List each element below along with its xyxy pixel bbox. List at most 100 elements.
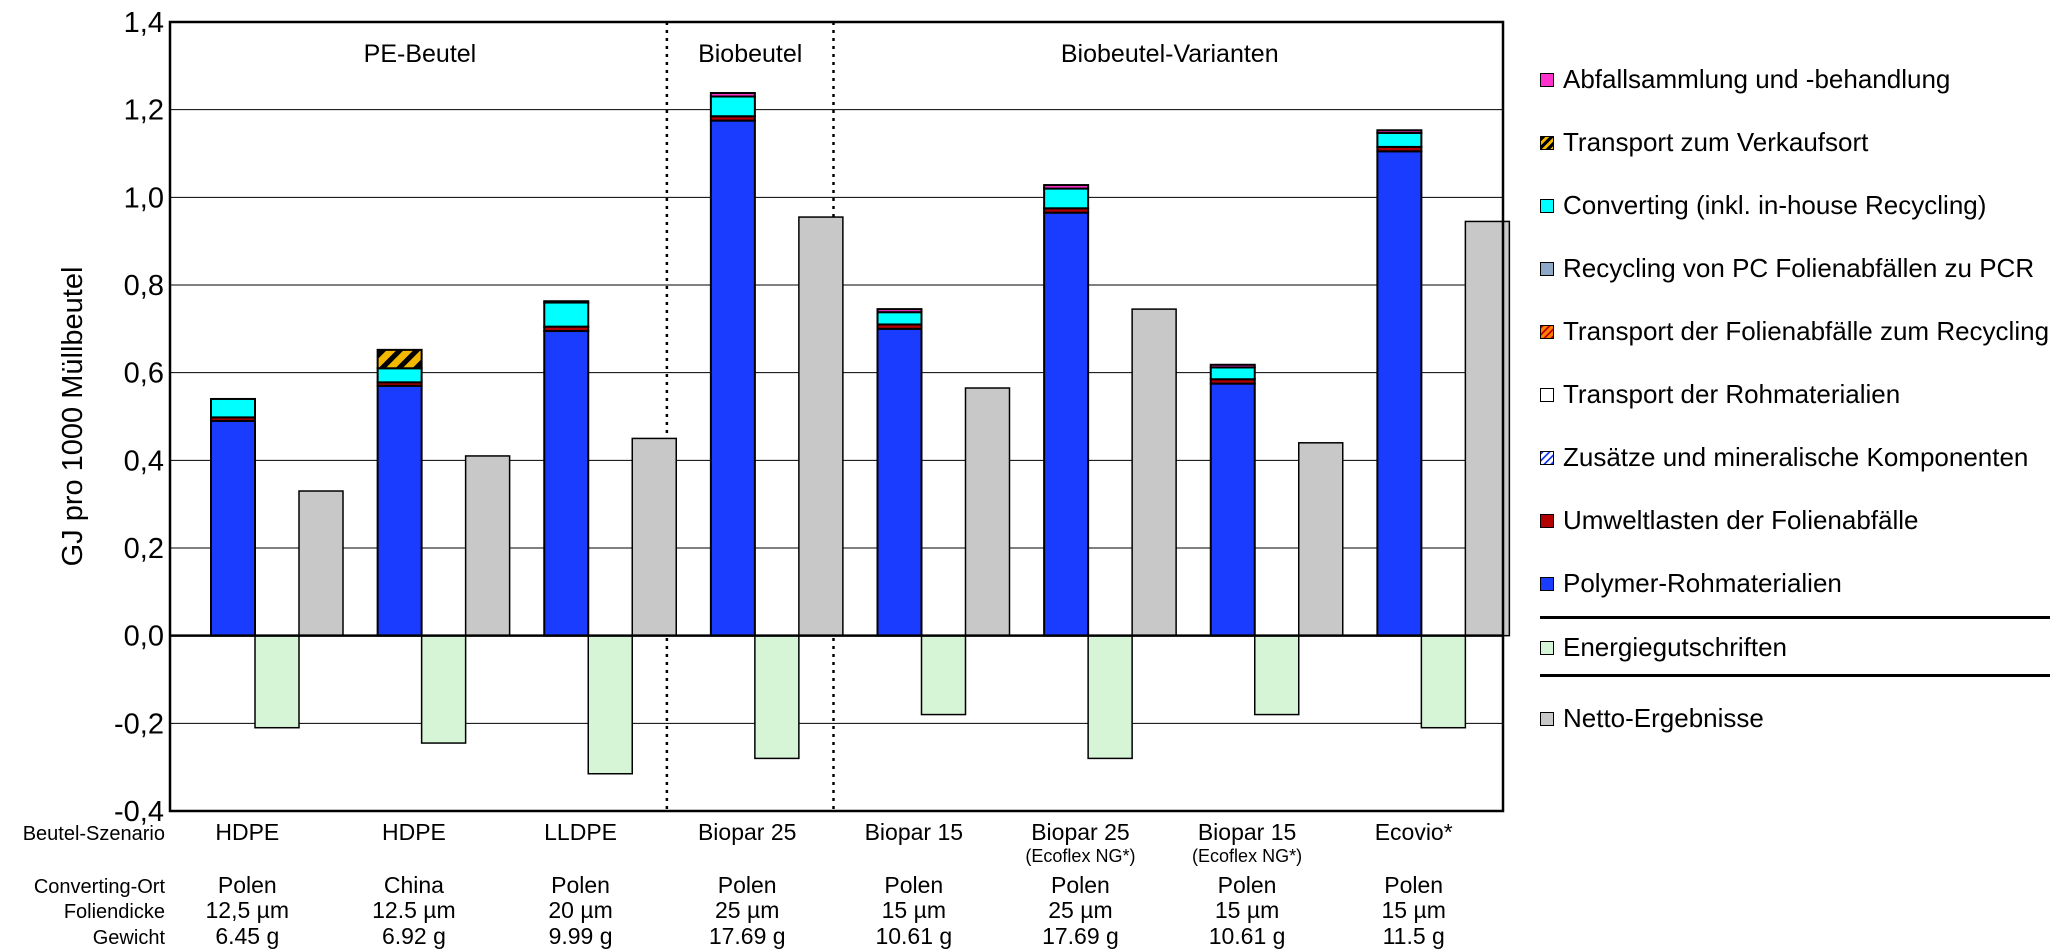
legend-item-zusaetze: Zusätze und mineralische Komponenten	[1540, 442, 2028, 473]
legend-swatch	[1540, 135, 1554, 150]
bar-energie	[1254, 634, 1300, 716]
scenario-label: HDPE	[382, 819, 446, 845]
bar-converting	[876, 311, 923, 326]
converting-ort-label: China	[384, 872, 444, 898]
chart-legend: Abfallsammlung und -behandlung Transport …	[1540, 0, 2060, 952]
gewicht-label: 6.92 g	[382, 923, 446, 949]
legend-item-transport_verkauf: Transport zum Verkaufsort	[1540, 127, 1868, 158]
row-label: Gewicht	[93, 927, 166, 949]
legend-item-transport_roh: Transport der Rohmaterialien	[1540, 379, 1900, 410]
bar-netto	[964, 387, 1011, 637]
bar-energie	[254, 634, 300, 729]
bar-converting	[709, 95, 756, 118]
legend-item-polymer: Polymer-Rohmaterialien	[1540, 568, 1842, 599]
foliendicke-label: 25 µm	[1048, 897, 1112, 923]
legend-swatch	[1540, 324, 1554, 339]
y-tick-label: 1,0	[124, 182, 164, 214]
bar-abfall	[709, 92, 756, 98]
y-tick-label: 0,2	[124, 533, 164, 565]
legend-label: Abfallsammlung und -behandlung	[1563, 64, 1951, 94]
gewicht-label: 17.69 g	[709, 923, 786, 949]
legend-swatch	[1540, 576, 1554, 591]
legend-label: Netto-Ergebnisse	[1563, 703, 1764, 733]
bar-converting	[1209, 366, 1256, 381]
bar-abfall	[1376, 129, 1423, 134]
foliendicke-label: 12.5 µm	[372, 897, 456, 923]
legend-label: Recycling von PC Folienabfällen zu PCR	[1563, 253, 2035, 283]
legend-swatch	[1540, 72, 1554, 87]
bar-abfall	[1043, 184, 1090, 190]
y-tick-label: 0,4	[124, 445, 164, 477]
scenario-sublabel: (Ecoflex NG*)	[1192, 846, 1302, 866]
converting-ort-label: Polen	[718, 872, 777, 898]
scenario-sublabel: (Ecoflex NG*)	[1025, 846, 1135, 866]
y-tick-label: 1,4	[124, 7, 164, 39]
group-label: Biobeutel	[698, 40, 802, 68]
foliendicke-label: 20 µm	[548, 897, 612, 923]
converting-ort-label: Polen	[218, 872, 277, 898]
foliendicke-label: 15 µm	[1215, 897, 1279, 923]
bar-converting	[1043, 187, 1090, 210]
bar-converting	[1376, 131, 1423, 148]
legend-swatch	[1540, 198, 1554, 213]
converting-ort-label: Polen	[1384, 872, 1443, 898]
bar-netto	[298, 490, 344, 637]
foliendicke-label: 15 µm	[882, 897, 946, 923]
scenario-label: Biopar 15	[1198, 819, 1296, 845]
row-label: Converting-Ort	[34, 876, 166, 898]
y-tick-label: 1,2	[124, 95, 164, 127]
legend-label: Umweltlasten der Folienabfälle	[1563, 505, 1919, 535]
bar-netto	[1298, 442, 1344, 637]
bar-polymer	[709, 119, 756, 637]
scenario-label: LLDPE	[544, 819, 617, 845]
converting-ort-label: Polen	[1218, 872, 1277, 898]
foliendicke-label: 15 µm	[1381, 897, 1445, 923]
legend-item-converting: Converting (inkl. in-house Recycling)	[1540, 190, 1986, 221]
group-label: Biobeutel-Varianten	[1061, 40, 1279, 68]
row-label: Foliendicke	[64, 901, 165, 923]
scenario-label: Biopar 25	[698, 819, 796, 845]
bar-converting	[376, 367, 423, 384]
legend-item-abfall: Abfallsammlung und -behandlung	[1540, 64, 1950, 95]
legend-label: Transport der Rohmaterialien	[1563, 379, 1901, 409]
legend-separator	[1540, 616, 2050, 619]
y-tick-label: 0,8	[124, 270, 164, 302]
y-axis-label: GJ pro 1000 Müllbeutel	[57, 267, 89, 567]
row-label: Beutel-Szenario	[23, 823, 165, 845]
bar-polymer	[210, 419, 256, 637]
legend-swatch	[1540, 450, 1554, 465]
legend-item-netto: Netto-Ergebnisse	[1540, 703, 1764, 734]
scenario-label: Ecovio*	[1375, 819, 1453, 845]
legend-label: Energiegutschriften	[1563, 632, 1788, 662]
legend-item-energie: Energiegutschriften	[1540, 632, 1787, 663]
y-tick-label: -0,4	[114, 796, 164, 828]
gewicht-label: 6.45 g	[215, 923, 279, 949]
bar-energie	[420, 634, 467, 744]
bar-polymer	[1376, 150, 1423, 637]
bar-converting	[210, 397, 256, 419]
bar-abfall	[1209, 363, 1256, 369]
legend-label: Converting (inkl. in-house Recycling)	[1563, 190, 1987, 220]
converting-ort-label: Polen	[884, 872, 943, 898]
legend-item-recycling_pc: Recycling von PC Folienabfällen zu PCR	[1540, 253, 2034, 284]
legend-label: Transport der Folienabfälle zum Recyclin…	[1563, 316, 2050, 346]
bar-abfall	[543, 300, 590, 304]
legend-swatch	[1540, 640, 1554, 655]
foliendicke-label: 25 µm	[715, 897, 779, 923]
bar-netto	[464, 455, 511, 637]
scenario-label: Biopar 25	[1031, 819, 1129, 845]
scenario-label: Biopar 15	[865, 819, 963, 845]
bar-netto	[1131, 308, 1177, 637]
foliendicke-label: 12,5 µm	[206, 897, 290, 923]
bar-polymer	[1043, 211, 1090, 637]
legend-swatch	[1540, 261, 1554, 276]
legend-label: Zusätze und mineralische Komponenten	[1563, 442, 2029, 472]
bar-energie	[1087, 634, 1133, 760]
bar-energie	[587, 634, 633, 775]
gewicht-label: 9.99 g	[549, 923, 613, 949]
gewicht-label: 10.61 g	[875, 923, 952, 949]
bar-polymer	[543, 330, 590, 637]
legend-separator	[1540, 674, 2050, 677]
converting-ort-label: Polen	[1051, 872, 1110, 898]
